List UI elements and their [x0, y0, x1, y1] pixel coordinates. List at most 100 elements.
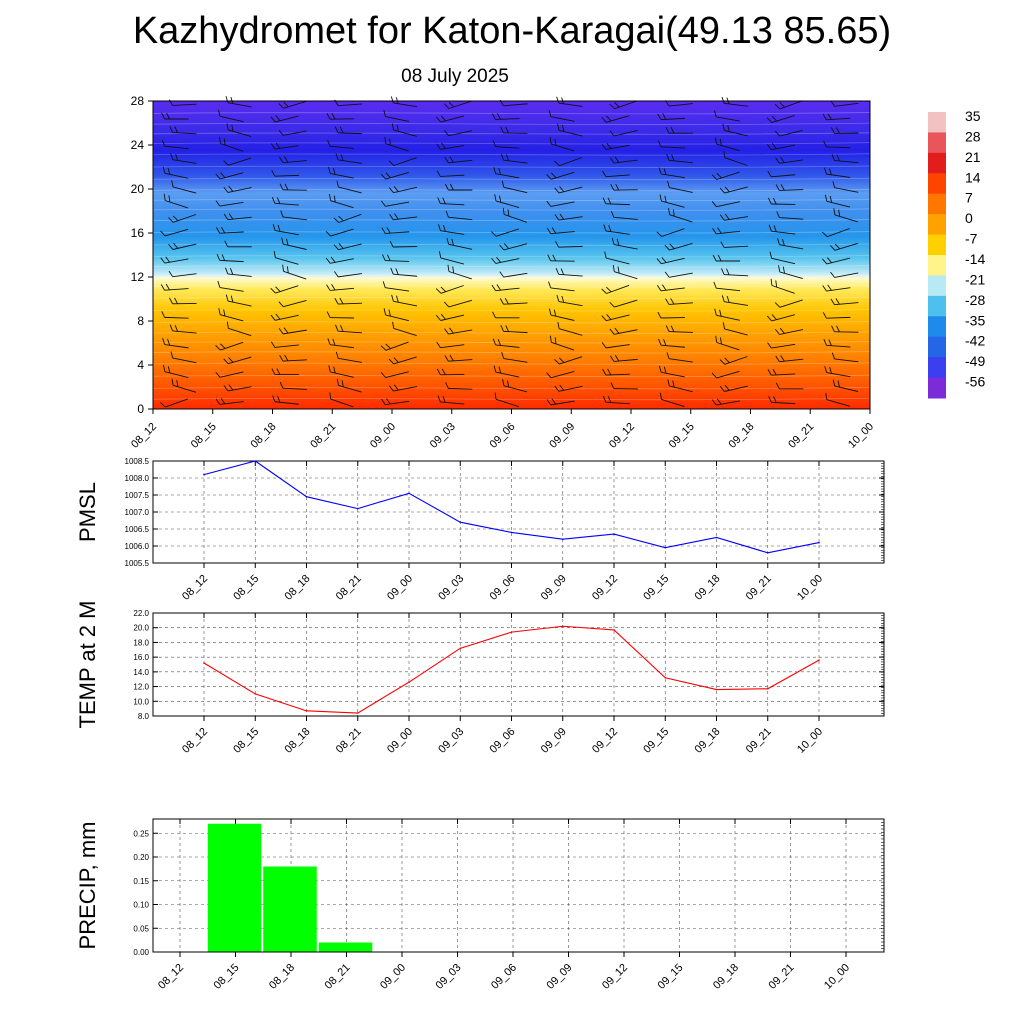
- wind-barb-flag: [821, 231, 828, 238]
- wind-barb-flag: [230, 295, 234, 303]
- colorbar-swatch: [928, 295, 946, 317]
- wind-barb-flag: [223, 138, 226, 146]
- wind-barb-flag: [388, 187, 394, 193]
- wind-barb: [492, 140, 520, 149]
- colorbar-label: 14: [965, 169, 981, 185]
- wind-barb-flag: [168, 244, 174, 250]
- wind-barb-flag: [837, 380, 841, 388]
- wind-barb-staff: [660, 146, 685, 149]
- wind-barb-flag: [445, 382, 449, 389]
- wind-barb: [169, 324, 197, 334]
- wind-barb-flag: [557, 123, 560, 131]
- wind-barb-staff: [779, 244, 804, 250]
- wind-barb-staff: [164, 371, 189, 378]
- wind-barb-staff: [826, 173, 851, 178]
- wind-barb-flag: [658, 338, 662, 346]
- wind-barb-staff: [385, 201, 410, 207]
- x-tick-label: 09_12: [590, 573, 620, 603]
- wind-barb-staff: [172, 132, 197, 135]
- wind-barb-flag: [335, 351, 339, 359]
- wind-barb-flag: [381, 200, 386, 207]
- wind-barb-staff: [338, 213, 362, 223]
- y-tick-label: 1007.0: [125, 508, 150, 517]
- wind-barb: [161, 311, 189, 319]
- wind-barb: [383, 308, 409, 322]
- wind-barb-flag: [778, 265, 781, 272]
- contour-line: [152, 321, 871, 324]
- wind-barb-flag: [396, 124, 399, 132]
- wind-barb-staff: [330, 287, 355, 291]
- wind-barb: [604, 251, 630, 265]
- wind-barb: [491, 228, 520, 237]
- wind-barb-staff: [826, 372, 851, 378]
- wind-barb-flag: [658, 365, 662, 373]
- wind-barb: [163, 193, 189, 209]
- wind-barb-staff: [771, 257, 796, 265]
- wind-barb-flag: [603, 224, 607, 232]
- wind-barb-staff: [172, 243, 197, 250]
- wind-barb-flag: [614, 355, 620, 362]
- wind-barb: [279, 183, 307, 191]
- x-tick-label: 08_18: [249, 421, 279, 451]
- wind-barb-flag: [436, 341, 441, 348]
- x-tick-label: 09_06: [488, 421, 518, 451]
- x-tick-label: 09_06: [488, 573, 518, 603]
- wind-barb-staff: [448, 216, 473, 221]
- wind-barb-staff: [448, 329, 473, 335]
- wind-barb-flag: [223, 358, 229, 365]
- wind-barb-flag: [325, 257, 331, 264]
- wind-barb-flag: [659, 194, 662, 202]
- wind-barb-staff: [503, 159, 528, 164]
- wind-barb-flag: [665, 126, 670, 134]
- wind-barb-flag: [440, 115, 446, 122]
- wind-barb-flag: [614, 102, 620, 108]
- wind-barb-flag: [670, 126, 675, 134]
- wind-barb: [437, 395, 465, 405]
- wind-barb-flag: [559, 384, 565, 391]
- colorbar-label: -21: [965, 271, 985, 287]
- wind-barb-flag: [657, 311, 662, 319]
- wind-barb-staff: [834, 385, 859, 392]
- wind-barb: [823, 338, 851, 348]
- wind-barb: [831, 325, 859, 333]
- wind-barb-flag: [380, 372, 386, 378]
- pmsl-panel: 1005.5 1006.0 1006.5 1007.0 1007.5 1008.0 1008…: [75, 457, 885, 603]
- wind-barb: [610, 183, 638, 191]
- wind-barb-flag: [284, 156, 289, 163]
- wind-barb-staff: [385, 400, 410, 406]
- wind-barb-staff: [338, 357, 362, 363]
- wind-barb: [389, 240, 418, 248]
- wind-barb-flag: [494, 392, 497, 400]
- wind-barb-flag: [395, 268, 399, 275]
- wind-barb-flag: [727, 124, 730, 132]
- wind-barb-flag: [551, 398, 557, 405]
- wind-barb-staff: [605, 373, 630, 376]
- wind-barb-staff: [274, 230, 299, 236]
- wind-barb-flag: [221, 254, 226, 261]
- wind-barb-flag: [174, 126, 178, 134]
- wind-barb-staff: [164, 228, 189, 237]
- wind-barb-staff: [503, 243, 528, 251]
- wind-barb-flag: [831, 325, 835, 332]
- colorbar-label: -35: [965, 312, 985, 328]
- wind-barb: [225, 294, 252, 307]
- wind-barb-staff: [385, 314, 409, 322]
- wind-barb-staff: [274, 145, 299, 150]
- wind-barb-staff: [385, 231, 410, 234]
- wind-barb-flag: [438, 224, 441, 231]
- wind-barb-staff: [826, 287, 851, 292]
- wind-barb-staff: [605, 401, 630, 405]
- wind-barb-flag: [171, 180, 174, 187]
- wind-barb-flag: [168, 217, 174, 223]
- pmsl-point: [203, 473, 205, 476]
- wind-barb-staff: [440, 285, 464, 294]
- wind-barb: [609, 355, 638, 362]
- wind-barb: [272, 223, 299, 236]
- wind-barb-staff: [724, 216, 749, 221]
- wind-barb: [609, 130, 638, 137]
- wind-barb-flag: [832, 181, 836, 188]
- wind-barb-staff: [669, 272, 693, 278]
- wind-barb: [492, 338, 520, 348]
- wind-barb-staff: [661, 371, 685, 378]
- wind-barb-staff: [330, 371, 354, 378]
